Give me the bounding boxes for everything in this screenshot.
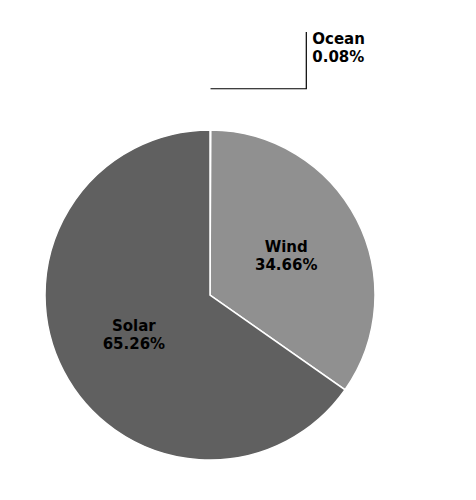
data-label: Solar65.26%: [103, 317, 165, 353]
data-labels: Ocean0.08% Wind34.66% Solar65.26%: [103, 30, 365, 353]
pie-slice: [45, 130, 345, 460]
data-label: Ocean0.08%: [312, 30, 365, 66]
data-label-name: Solar: [112, 317, 156, 335]
pie: [45, 89, 375, 460]
data-label-name: Ocean: [312, 30, 365, 48]
data-label-name: Wind: [265, 238, 308, 256]
data-label-value: 65.26%: [103, 335, 165, 353]
data-label-value: 0.08%: [312, 48, 364, 66]
leader-line: [211, 32, 307, 89]
chart: Ocean0.08% Wind34.66% Solar65.26%: [0, 0, 476, 500]
data-label: Wind34.66%: [255, 238, 317, 274]
data-label-value: 34.66%: [255, 256, 317, 274]
